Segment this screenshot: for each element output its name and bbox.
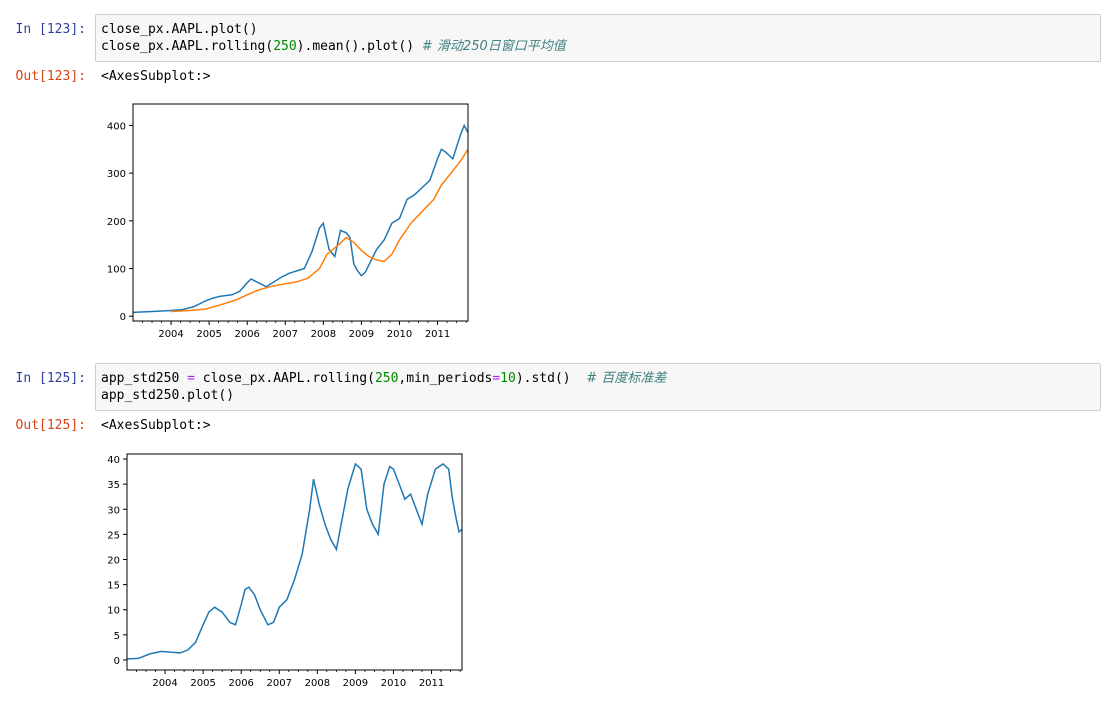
- code-token: close_px.AAPL.rolling(: [101, 39, 274, 54]
- series-line-0: [126, 462, 463, 660]
- output-text-123: <AxesSubplot:>: [101, 69, 211, 84]
- x-tick-label: 2009: [349, 329, 374, 340]
- y-tick-label: 15: [107, 581, 120, 592]
- y-tick-label: 20: [107, 555, 120, 566]
- x-tick-label: 2005: [190, 678, 215, 689]
- code-token: app_std250.plot(): [101, 388, 235, 403]
- code-line: close_px.AAPL.plot(): [101, 21, 1095, 38]
- code-token: ).std(): [515, 371, 587, 386]
- code-token: close_px.AAPL.plot(): [101, 22, 258, 37]
- y-tick-label: 200: [107, 217, 126, 228]
- y-tick-label: 400: [107, 121, 126, 132]
- x-tick-label: 2011: [425, 329, 450, 340]
- aapl-price-chart: 0 100 200 300 400 2004 2005 2006 2007 2008 2009 201…: [107, 103, 469, 340]
- x-tick-label: 2006: [234, 329, 259, 340]
- code-token: # 滑动250日窗口平均值: [421, 39, 566, 54]
- x-tick-label: 2005: [196, 329, 221, 340]
- y-tick-label: 300: [107, 169, 126, 180]
- y-tick-label: 35: [107, 480, 120, 491]
- code-line: app_std250 = close_px.AAPL.rolling(250,m…: [101, 370, 1095, 387]
- x-tick-label: 2008: [311, 329, 336, 340]
- code-token: 10: [500, 371, 516, 386]
- y-tick-label: 5: [114, 631, 120, 642]
- code-token: close_px.AAPL.rolling(: [194, 371, 375, 386]
- plot-frame: [132, 103, 469, 322]
- code-token: =: [187, 371, 195, 386]
- y-tick-label: 25: [107, 530, 120, 541]
- code-line: close_px.AAPL.rolling(250).mean().plot()…: [101, 38, 1095, 55]
- input-prompt-123: In [123]:: [15, 22, 86, 37]
- x-tick-label: 2009: [343, 678, 368, 689]
- code-token: 250: [273, 39, 297, 54]
- y-tick-label: 40: [107, 455, 120, 466]
- aapl-std-chart: 0 5 10 15 20 25 30 35 40 2004 2005 2006 2007 2008 2009…: [107, 453, 463, 689]
- input-prompt-125: In [125]:: [15, 371, 86, 386]
- code-cell-123[interactable]: close_px.AAPL.plot() close_px.AAPL.rolli…: [95, 14, 1101, 62]
- plot-frame: [126, 453, 463, 671]
- output-prompt-123: Out[123]:: [15, 69, 86, 84]
- x-tick-label: 2007: [267, 678, 292, 689]
- x-tick-label: 2011: [419, 678, 444, 689]
- code-token: # 百度标准差: [586, 371, 667, 386]
- output-text-125: <AxesSubplot:>: [101, 418, 211, 433]
- x-tick-label: 2004: [152, 678, 177, 689]
- x-tick-label: 2010: [387, 329, 412, 340]
- x-tick-label: 2010: [381, 678, 406, 689]
- code-token: ).mean().plot(): [296, 39, 422, 54]
- code-line: app_std250.plot(): [101, 387, 1095, 404]
- code-token: app_std250: [101, 371, 188, 386]
- y-tick-label: 10: [107, 606, 120, 617]
- x-tick-label: 2006: [228, 678, 253, 689]
- series-line-0: [132, 123, 469, 314]
- output-prompt-125: Out[125]:: [15, 418, 86, 433]
- x-tick-label: 2004: [158, 329, 183, 340]
- x-tick-label: 2008: [305, 678, 330, 689]
- y-tick-label: 30: [107, 505, 120, 516]
- y-tick-label: 0: [114, 656, 120, 667]
- code-token: ,min_periods: [398, 371, 493, 386]
- code-token: =: [492, 371, 501, 386]
- y-tick-label: 100: [107, 265, 126, 276]
- code-token: 250: [374, 371, 399, 386]
- x-tick-label: 2007: [273, 329, 298, 340]
- series-line-1: [171, 148, 469, 313]
- y-tick-label: 0: [120, 312, 126, 323]
- code-cell-125[interactable]: app_std250 = close_px.AAPL.rolling(250,m…: [95, 363, 1101, 411]
